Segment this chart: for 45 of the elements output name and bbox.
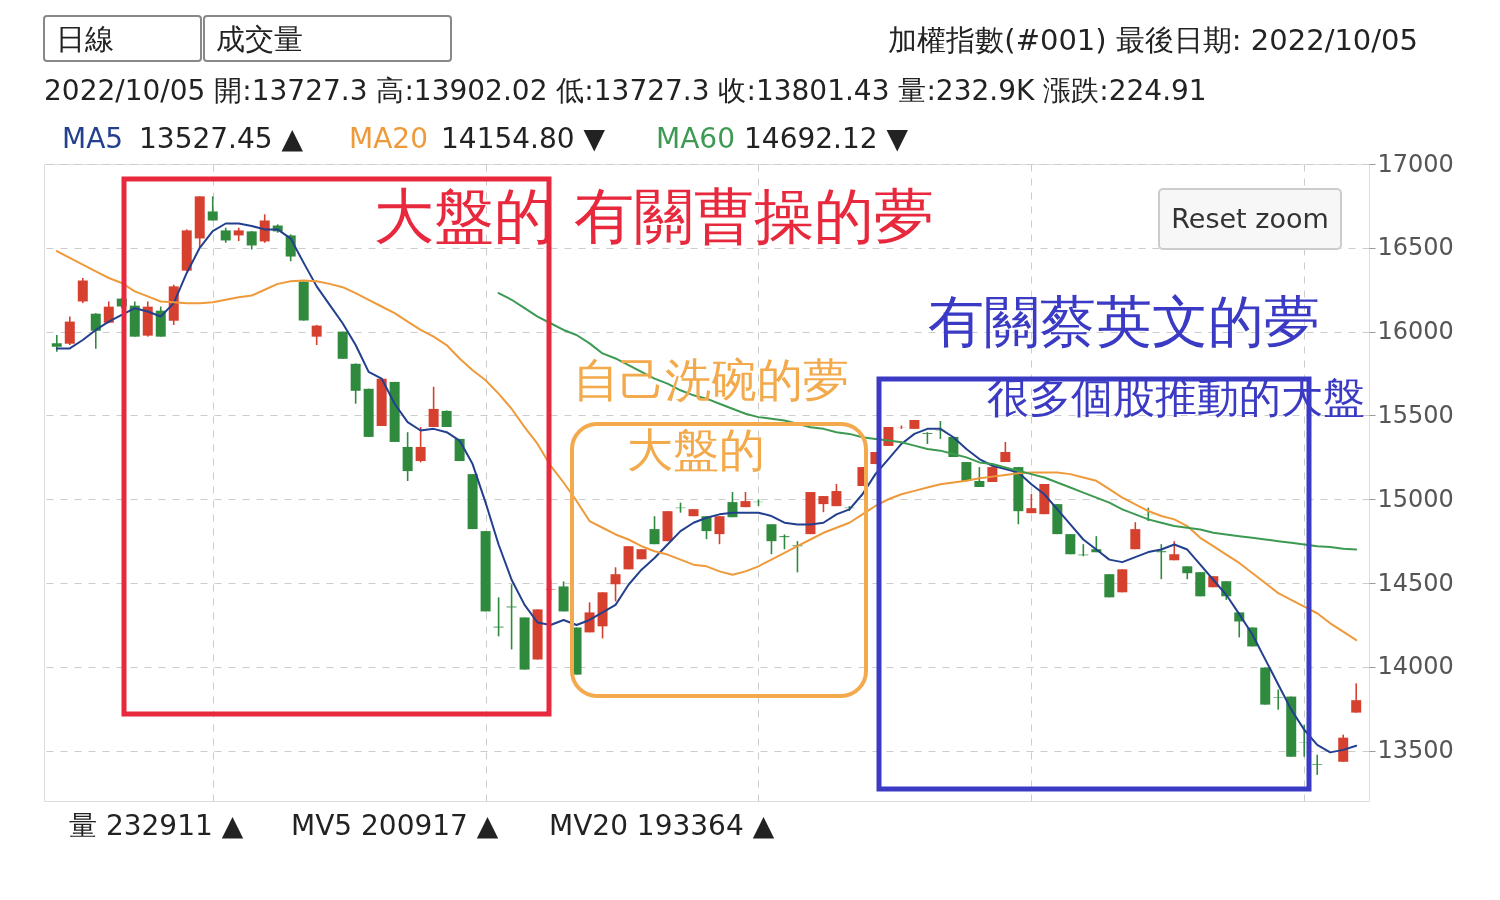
y-tick-label: 14500: [1377, 568, 1454, 597]
text: 量 232911 ▲: [69, 809, 244, 842]
candlestick: [90, 312, 101, 350]
candlestick: [1130, 521, 1141, 551]
candlestick: [1299, 723, 1310, 758]
y-tick-label: 16500: [1377, 233, 1454, 262]
y-tick-label: 16000: [1377, 317, 1454, 346]
candlestick: [493, 596, 504, 638]
text: 13527.45 ▲: [139, 122, 304, 155]
text: 成交量: [216, 22, 303, 56]
annotation: 有關蔡英文的夢: [928, 289, 1320, 354]
candlestick: [649, 515, 660, 545]
annotation: 自己洗碗的夢: [573, 353, 849, 407]
candlestick: [207, 195, 218, 222]
annotation: Reset zoom: [1171, 203, 1329, 234]
candlestick: [1351, 682, 1362, 714]
y-tick-label: 13500: [1377, 736, 1454, 765]
candlestick: [246, 230, 257, 251]
y-tick-label: 17000: [1377, 149, 1454, 178]
text: MA60: [656, 122, 735, 155]
candlestick: [415, 426, 426, 464]
text: MV5 200917 ▲: [291, 809, 499, 842]
candlestick: [714, 515, 725, 545]
annotation: 大盤的: [627, 423, 765, 477]
text: MA5: [62, 122, 124, 155]
text: 日線: [56, 22, 114, 56]
candlestick: [259, 213, 270, 244]
text: 14692.12 ▼: [744, 122, 909, 155]
chart-title: 加權指數(#001) 最後日期: 2022/10/05: [888, 23, 1418, 57]
candlestick: [1156, 543, 1167, 581]
candlestick: [766, 523, 777, 556]
candlestick: [1312, 753, 1323, 776]
candlestick: [1273, 688, 1284, 711]
candlestick: [64, 315, 75, 346]
y-tick-label: 14000: [1377, 652, 1454, 681]
candlestick: [77, 277, 88, 304]
text: 14154.80 ▼: [441, 122, 606, 155]
candlestick: [428, 385, 439, 428]
candlestick: [610, 566, 621, 603]
chart-subtitle: 2022/10/05 開:13727.3 高:13902.02 低:13727.3 收:13801.43 量:232.9K 漲跌:224.91: [44, 74, 1207, 107]
candlestick: [311, 324, 322, 346]
y-tick-label: 15000: [1377, 484, 1454, 513]
y-tick-label: 15500: [1377, 400, 1454, 429]
text: MV20 193364 ▲: [549, 809, 775, 842]
text: MA20: [349, 122, 428, 155]
